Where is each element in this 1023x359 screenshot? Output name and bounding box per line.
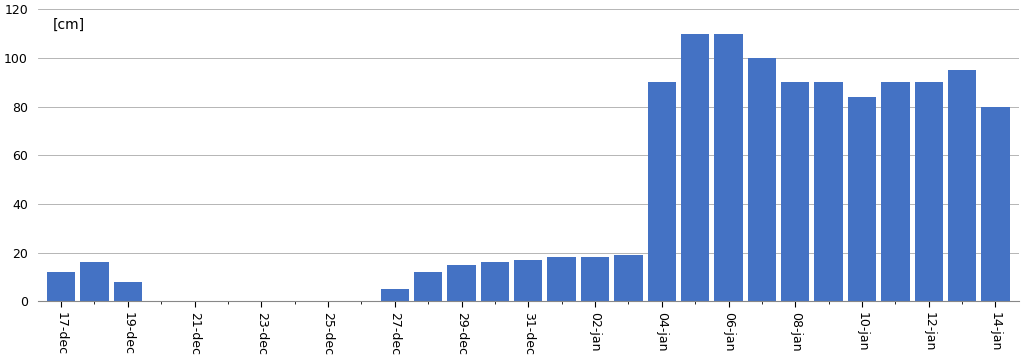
Bar [948,70,976,301]
Bar [81,262,108,301]
Bar [981,107,1010,301]
Bar [848,97,876,301]
Bar [915,82,943,301]
Bar [581,257,610,301]
Bar [114,282,142,301]
Bar [648,82,676,301]
Bar [381,289,409,301]
Bar [881,82,909,301]
Bar [814,82,843,301]
Bar [547,257,576,301]
Bar [47,272,76,301]
Bar [515,260,542,301]
Bar [681,33,709,301]
Bar [782,82,809,301]
Bar [414,272,442,301]
Bar [714,33,743,301]
Bar [447,265,476,301]
Text: [cm]: [cm] [52,18,85,32]
Bar [614,255,642,301]
Bar [748,58,776,301]
Bar [481,262,509,301]
